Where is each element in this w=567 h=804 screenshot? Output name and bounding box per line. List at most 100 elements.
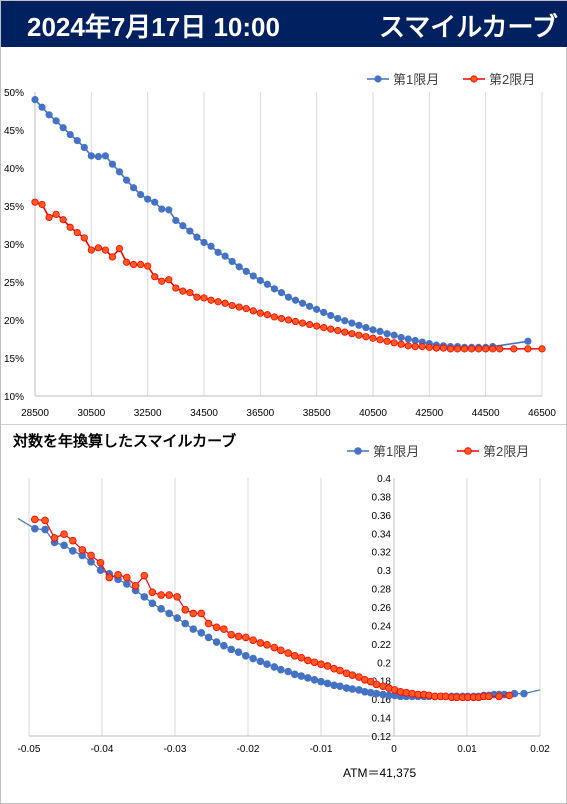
data-point [228, 301, 236, 310]
data-point [114, 570, 122, 579]
data-point [310, 675, 319, 684]
data-point [60, 530, 68, 539]
y-tick-label: 0.22 [372, 640, 392, 651]
data-point [538, 345, 546, 353]
data-point [432, 344, 440, 352]
data-point [263, 280, 271, 288]
data-point [397, 333, 405, 342]
data-point [313, 305, 321, 313]
data-point [297, 653, 306, 662]
data-point [270, 313, 279, 321]
data-point [221, 299, 229, 307]
y-tick-label: 20% [4, 316, 24, 327]
data-point [87, 558, 95, 566]
data-point [524, 345, 532, 353]
data-point [59, 124, 67, 132]
data-point [60, 541, 68, 550]
data-point [189, 609, 198, 618]
data-point [165, 591, 173, 599]
data-point [249, 307, 257, 315]
y-tick-label: 0.28 [372, 585, 392, 596]
data-point [277, 314, 286, 323]
data-point [355, 331, 363, 339]
data-point [129, 260, 138, 269]
data-point [482, 345, 490, 353]
data-point [108, 253, 117, 261]
data-point [270, 643, 279, 652]
legend-label: 第2限月 [483, 444, 529, 459]
header-banner: 2024年7月17日 10:00 スマイルカーブ [1, 1, 567, 47]
data-point [256, 309, 264, 317]
data-point [327, 325, 335, 333]
data-point [38, 200, 46, 209]
data-point [341, 317, 349, 325]
data-point [197, 629, 206, 637]
data-point [96, 558, 105, 567]
data-point [383, 337, 391, 345]
x-tick-label: -0.04 [91, 744, 114, 755]
data-point [242, 652, 250, 660]
data-point [362, 323, 370, 332]
data-point [87, 246, 95, 254]
data-point [151, 198, 159, 206]
data-point [341, 328, 349, 336]
y-tick-label: 40% [4, 164, 24, 175]
legend-marker [374, 75, 382, 83]
data-point [122, 258, 131, 266]
data-point [105, 573, 114, 582]
data-point [157, 605, 165, 613]
data-point [66, 223, 74, 231]
y-tick-label: 0.38 [372, 492, 392, 503]
data-point [327, 311, 335, 320]
data-point [235, 263, 243, 271]
data-point [256, 657, 265, 666]
data-point [249, 636, 257, 644]
data-point [59, 216, 67, 224]
data-point [94, 153, 102, 161]
x-tick-label: 44500 [472, 408, 500, 419]
data-point [179, 287, 187, 295]
y-tick-label: 0.24 [372, 621, 392, 632]
data-point [263, 311, 271, 319]
data-point [189, 625, 198, 633]
data-point [348, 319, 356, 327]
atm-label: ATM＝41,375 [343, 766, 416, 780]
data-point [489, 345, 497, 353]
y-tick-label: 35% [4, 202, 24, 213]
data-point [80, 143, 88, 152]
data-point [186, 227, 194, 235]
data-point [204, 633, 213, 642]
data-point [348, 685, 357, 693]
data-point [336, 666, 344, 675]
data-point [234, 632, 243, 641]
data-point [101, 152, 110, 160]
data-point [290, 670, 299, 679]
data-point [158, 277, 166, 285]
data-point [284, 316, 293, 324]
series-line [34, 518, 510, 698]
data-point [52, 117, 60, 125]
data-point [467, 345, 476, 353]
x-tick-label: 46500 [528, 408, 556, 419]
data-point [460, 345, 469, 353]
y-tick-label: 0.32 [372, 548, 392, 559]
y-tick-label: 50% [4, 88, 24, 99]
data-point [404, 342, 412, 350]
annualized-log-smile-chart: -0.05 -0.04 -0.03 -0.02 -0.01 0 0.01 0.02 0.12 0.… [18, 444, 551, 780]
x-tick-label: -0.01 [310, 744, 333, 755]
data-point [214, 248, 222, 256]
y-tick-label: 45% [4, 126, 24, 137]
data-point [228, 257, 236, 266]
x-tick-label: 42500 [415, 408, 443, 419]
data-point [372, 689, 381, 698]
data-point [242, 304, 250, 313]
y-tick-label: 0.2 [377, 658, 391, 669]
data-point [297, 672, 306, 680]
data-point [69, 536, 77, 545]
data-point [181, 619, 190, 628]
x-tick-label: 0.01 [457, 744, 477, 755]
data-point [137, 191, 145, 199]
data-point [69, 546, 77, 555]
data-point [73, 137, 81, 145]
